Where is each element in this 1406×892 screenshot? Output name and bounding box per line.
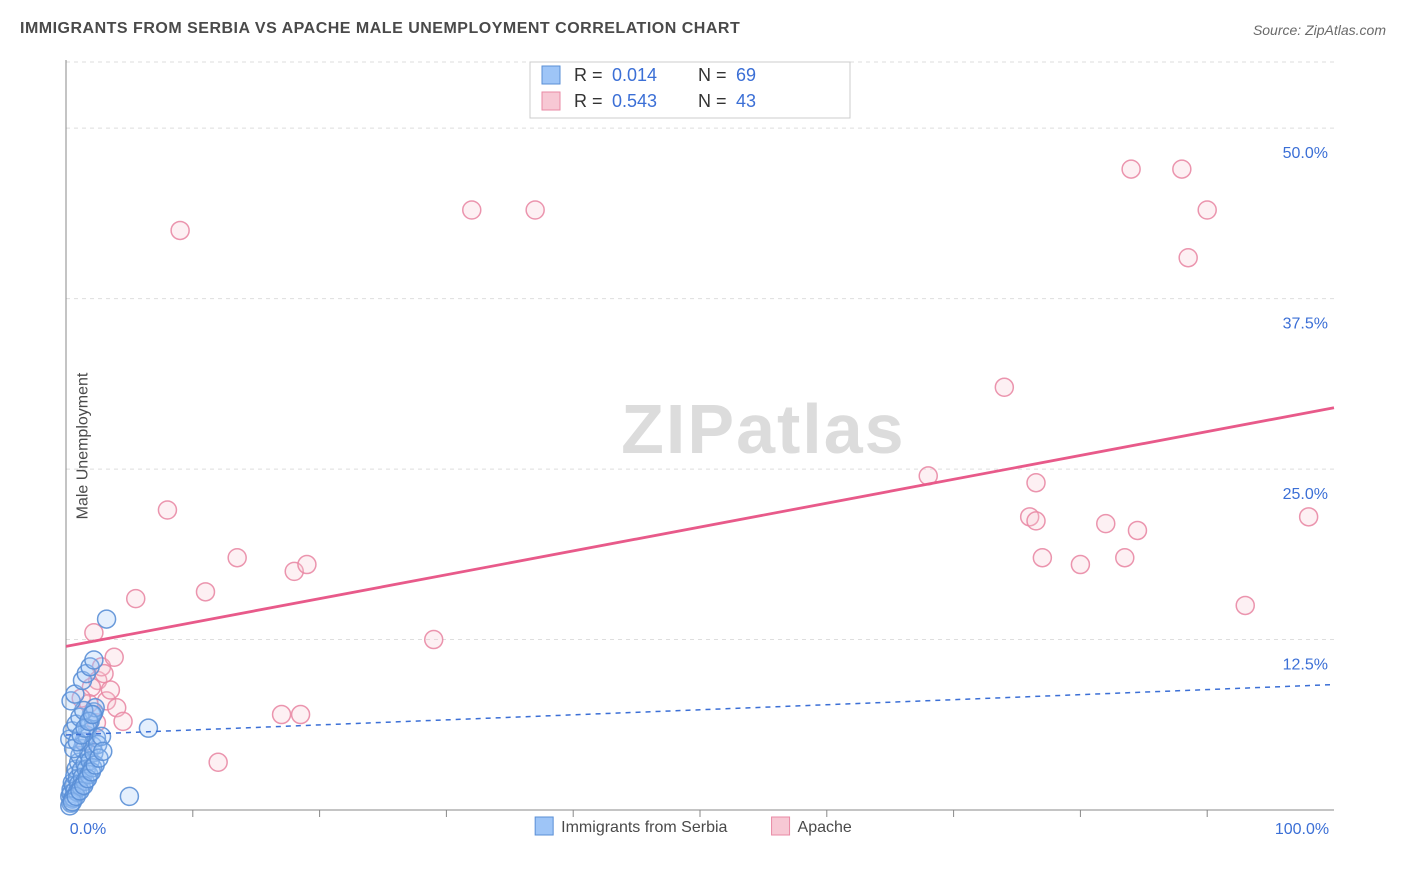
data-point bbox=[995, 378, 1013, 396]
chart-title: IMMIGRANTS FROM SERBIA VS APACHE MALE UN… bbox=[20, 20, 740, 38]
legend-n-label: N = bbox=[698, 65, 727, 85]
data-point bbox=[84, 706, 102, 724]
data-point bbox=[228, 549, 246, 567]
data-point bbox=[1128, 521, 1146, 539]
bottom-legend-label: Immigrants from Serbia bbox=[561, 819, 727, 836]
legend-r-label: R = bbox=[574, 91, 603, 111]
legend-r-label: R = bbox=[574, 65, 603, 85]
source-label: Source: ZipAtlas.com bbox=[1253, 22, 1386, 38]
bottom-legend-swatch bbox=[772, 817, 790, 835]
legend-swatch bbox=[542, 66, 560, 84]
watermark: ZIPatlas bbox=[621, 390, 905, 468]
data-point bbox=[114, 712, 132, 730]
y-tick-label: 25.0% bbox=[1283, 486, 1328, 503]
trend-line bbox=[66, 685, 1334, 735]
data-point bbox=[1071, 556, 1089, 574]
y-tick-label: 37.5% bbox=[1283, 316, 1328, 333]
scatter-chart: 12.5% 25.0% 37.5% 50.0% ZIPatlas 0.0% 100.0% R … bbox=[50, 50, 1390, 840]
y-tick-label: 50.0% bbox=[1283, 145, 1328, 162]
data-point bbox=[1116, 549, 1134, 567]
data-point bbox=[209, 753, 227, 771]
data-point bbox=[298, 556, 316, 574]
data-point bbox=[171, 221, 189, 239]
data-point bbox=[98, 610, 116, 628]
data-point bbox=[1027, 474, 1045, 492]
data-point bbox=[85, 651, 103, 669]
x-tick-label: 100.0% bbox=[1275, 821, 1329, 838]
data-point bbox=[101, 681, 119, 699]
data-point bbox=[1122, 160, 1140, 178]
data-point bbox=[120, 787, 138, 805]
data-point bbox=[1179, 249, 1197, 267]
data-point bbox=[1027, 512, 1045, 530]
bottom-legend-label: Apache bbox=[798, 819, 852, 836]
y-tick-label: 12.5% bbox=[1283, 657, 1328, 674]
legend-r-value: 0.014 bbox=[612, 65, 657, 85]
data-point bbox=[94, 742, 112, 760]
data-point bbox=[1173, 160, 1191, 178]
legend-n-value: 69 bbox=[736, 65, 756, 85]
legend-r-value: 0.543 bbox=[612, 91, 657, 111]
data-point bbox=[425, 631, 443, 649]
data-point bbox=[1097, 515, 1115, 533]
data-point bbox=[139, 719, 157, 737]
x-tick-label: 0.0% bbox=[70, 821, 106, 838]
data-point bbox=[1033, 549, 1051, 567]
data-point bbox=[1198, 201, 1216, 219]
data-point bbox=[105, 648, 123, 666]
data-point bbox=[1300, 508, 1318, 526]
bottom-legend-swatch bbox=[535, 817, 553, 835]
legend-n-label: N = bbox=[698, 91, 727, 111]
data-point bbox=[127, 590, 145, 608]
data-point bbox=[292, 706, 310, 724]
data-point bbox=[463, 201, 481, 219]
data-point bbox=[273, 706, 291, 724]
legend-n-value: 43 bbox=[736, 91, 756, 111]
legend-swatch bbox=[542, 92, 560, 110]
plot-area: 12.5% 25.0% 37.5% 50.0% ZIPatlas 0.0% 100.0% R … bbox=[50, 50, 1390, 840]
data-point bbox=[526, 201, 544, 219]
data-point bbox=[1236, 596, 1254, 614]
data-point bbox=[196, 583, 214, 601]
data-point bbox=[158, 501, 176, 519]
